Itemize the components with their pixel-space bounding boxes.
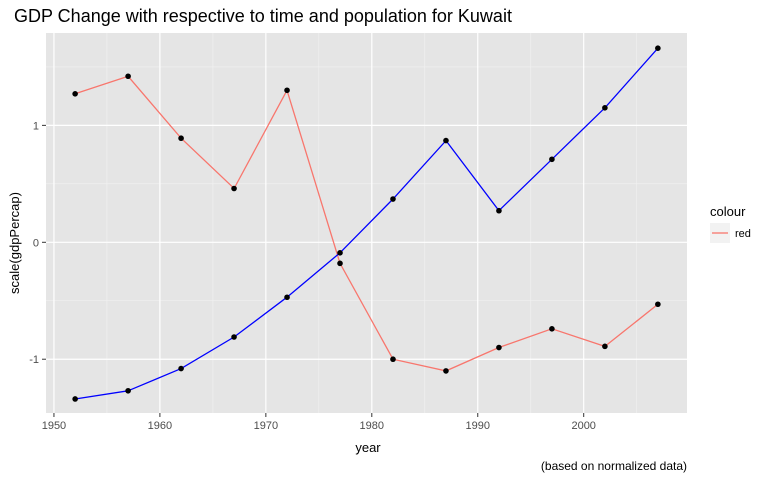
data-point [496, 344, 502, 351]
data-point [390, 196, 396, 202]
data-point [178, 135, 184, 142]
data-point [602, 105, 608, 111]
series-line-0 [74, 75, 659, 372]
data-point [231, 334, 237, 340]
y-tick-label: 1 [33, 120, 39, 132]
grid-major [46, 33, 687, 413]
data-point [125, 387, 131, 394]
data-point [72, 91, 78, 97]
data-point [178, 365, 184, 372]
data-point [655, 45, 661, 51]
points-layer [72, 45, 661, 402]
legend-title: colour [710, 204, 746, 219]
data-point [284, 87, 290, 94]
series-line-1 [75, 47, 659, 400]
y-tick-label: 0 [33, 237, 39, 249]
x-axis: 1950 1960 1970 1980 1990 2000 [42, 413, 596, 432]
grid-minor [46, 33, 687, 413]
legend: colour red [710, 204, 751, 243]
data-point [443, 137, 449, 144]
x-tick-label: 1960 [148, 420, 172, 432]
data-point [284, 294, 290, 301]
series-layer [74, 47, 659, 400]
data-point [496, 207, 502, 214]
legend-label: red [735, 228, 751, 240]
data-point [337, 250, 343, 256]
data-point [231, 185, 237, 192]
x-tick-label: 1980 [360, 420, 384, 432]
data-point [655, 301, 661, 308]
x-axis-label: year [355, 440, 381, 455]
data-point [549, 156, 555, 163]
data-point [125, 73, 131, 80]
plot-panel [46, 33, 687, 413]
x-tick-label: 1970 [254, 420, 278, 432]
data-point [72, 396, 78, 402]
chart-title: GDP Change with respective to time and p… [14, 6, 512, 26]
data-point [602, 343, 608, 350]
chart-caption: (based on normalized data) [541, 459, 687, 473]
data-point [549, 326, 555, 332]
y-tick-label: -1 [29, 354, 39, 366]
y-axis-label: scale(gdpPercap) [7, 192, 22, 294]
x-tick-label: 1990 [466, 420, 490, 432]
x-tick-label: 2000 [571, 420, 595, 432]
legend-entries: red [710, 223, 751, 243]
x-tick-label: 1950 [42, 420, 66, 432]
data-point [390, 356, 396, 363]
data-point [337, 260, 343, 267]
data-point [443, 368, 449, 374]
y-axis: -1 0 1 [29, 120, 46, 366]
